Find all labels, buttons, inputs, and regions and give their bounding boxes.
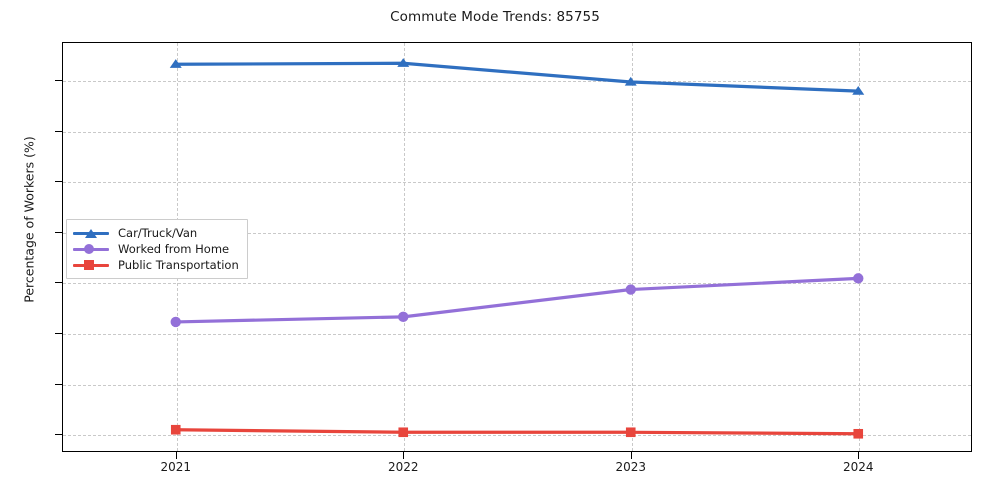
legend-item[interactable]: Worked from Home bbox=[73, 241, 239, 257]
gridline-horizontal bbox=[63, 334, 971, 336]
gridline-vertical bbox=[631, 43, 633, 451]
gridline-horizontal bbox=[63, 435, 971, 437]
legend-label: Public Transportation bbox=[118, 258, 239, 272]
x-axis-tick-mark bbox=[858, 452, 860, 459]
legend-swatch bbox=[73, 241, 109, 257]
gridline-horizontal bbox=[63, 283, 971, 285]
legend-marker-square-icon bbox=[84, 260, 94, 270]
gridline-horizontal bbox=[63, 80, 971, 82]
y-axis-tick-mark bbox=[55, 282, 62, 284]
chart-legend: Car/Truck/Van Worked from Home Public Tran… bbox=[66, 219, 248, 279]
gridline-vertical bbox=[404, 43, 406, 451]
y-axis-label: Percentage of Workers (%) bbox=[21, 136, 37, 303]
gridline-horizontal bbox=[63, 131, 971, 133]
x-axis-tick-label: 2023 bbox=[615, 460, 647, 474]
chart-title: Commute Mode Trends: 85755 bbox=[390, 9, 600, 25]
x-axis-tick-mark bbox=[403, 452, 405, 459]
x-axis-tick-label: 2022 bbox=[387, 460, 419, 474]
legend-label: Worked from Home bbox=[118, 242, 230, 256]
legend-swatch bbox=[73, 257, 109, 273]
gridline-horizontal bbox=[63, 384, 971, 386]
x-axis-tick-mark bbox=[630, 452, 632, 459]
y-axis-tick-mark bbox=[55, 130, 62, 132]
gridline-horizontal bbox=[63, 182, 971, 184]
legend-marker-circle-icon bbox=[84, 244, 94, 254]
legend-label: Car/Truck/Van bbox=[118, 226, 198, 240]
x-axis-tick-label: 2024 bbox=[842, 460, 874, 474]
gridline-vertical bbox=[859, 43, 861, 451]
y-axis-tick-mark bbox=[55, 333, 62, 335]
y-axis-tick-mark bbox=[55, 181, 62, 183]
x-axis-tick-mark bbox=[175, 452, 177, 459]
gridline-horizontal bbox=[63, 232, 971, 234]
y-axis-tick-mark bbox=[55, 434, 62, 436]
legend-item[interactable]: Public Transportation bbox=[73, 257, 239, 273]
legend-swatch bbox=[73, 225, 109, 241]
y-axis-tick-mark bbox=[55, 231, 62, 233]
y-axis-tick-mark bbox=[55, 383, 62, 385]
legend-item[interactable]: Car/Truck/Van bbox=[73, 225, 239, 241]
y-axis-tick-mark bbox=[55, 79, 62, 81]
x-axis-tick-label: 2021 bbox=[160, 460, 192, 474]
legend-marker-triangle-icon bbox=[85, 229, 97, 238]
